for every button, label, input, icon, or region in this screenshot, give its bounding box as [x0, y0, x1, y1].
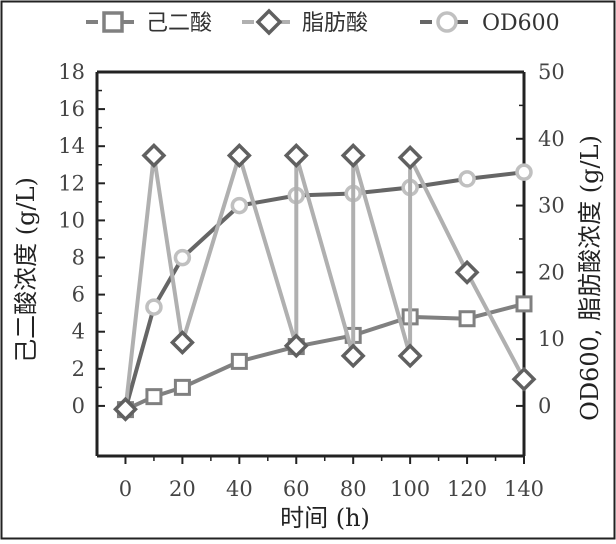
- legend-item-od600: OD600: [420, 11, 560, 36]
- data-point-fatty-acid: [397, 145, 423, 170]
- y-left-tick-label: 10: [58, 208, 85, 232]
- y-left-tick-label: 0: [72, 394, 85, 418]
- data-point-fatty-acid: [112, 396, 138, 422]
- y-left-tick-label: 4: [72, 320, 85, 344]
- y-right-tick-label: 10: [538, 327, 565, 351]
- legend-item-adipic: 己二酸: [86, 11, 212, 36]
- y-right-tick-label: 40: [538, 127, 565, 151]
- y-left-tick-label: 2: [72, 357, 85, 381]
- data-point-od600: [145, 298, 163, 316]
- legend-item-fatty-acid: 脂肪酸: [242, 8, 368, 36]
- x-tick-label: 0: [119, 477, 132, 501]
- data-point-adipic: [145, 388, 163, 406]
- data-point-fatty-acid: [340, 343, 366, 369]
- data-point-fatty-acid: [340, 143, 366, 168]
- x-tick-label: 100: [390, 477, 430, 501]
- y-right-tick-label: 0: [538, 394, 551, 418]
- series-layer: [112, 143, 537, 422]
- x-tick-label: 60: [283, 477, 310, 501]
- data-point-fatty-acid: [283, 143, 309, 168]
- data-point-fatty-acid: [169, 329, 195, 355]
- x-tick-label: 40: [226, 477, 253, 501]
- legend: 己二酸 脂肪酸 OD600: [86, 8, 560, 36]
- legend-marker-od600: [436, 11, 458, 33]
- series-line-fatty-acid: [123, 153, 526, 410]
- data-point-adipic: [515, 295, 533, 313]
- data-point-adipic: [458, 310, 476, 328]
- x-tick-label: 80: [340, 477, 367, 501]
- data-point-od600: [173, 248, 192, 267]
- data-point-adipic: [173, 378, 191, 396]
- y-left-tick-label: 14: [58, 134, 85, 158]
- y-right-axis-title: OD600, 脂肪酸浓度 (g/L): [576, 135, 604, 421]
- data-point-od600: [458, 170, 476, 188]
- legend-label-adipic: 己二酸: [146, 11, 212, 36]
- data-point-od600: [515, 163, 533, 181]
- y-right-tick-label: 20: [538, 260, 565, 284]
- x-axis-title: 时间 (h): [280, 504, 370, 532]
- x-tick-label: 20: [169, 477, 196, 501]
- x-tick-label: 140: [504, 477, 544, 501]
- data-point-fatty-acid: [283, 333, 309, 359]
- series-fatty-acid: [112, 143, 537, 422]
- legend-label-od600: OD600: [482, 11, 560, 36]
- y-left-tick-label: 16: [58, 97, 85, 121]
- data-point-fatty-acid: [226, 143, 252, 168]
- legend-label-fatty-acid: 脂肪酸: [302, 11, 368, 36]
- y-left-tick-label: 8: [72, 246, 85, 270]
- data-point-adipic: [230, 352, 248, 370]
- y-right-tick-label: 50: [538, 60, 565, 84]
- y-left-tick-label: 18: [58, 60, 85, 84]
- y-right-tick-label: 30: [538, 194, 565, 218]
- data-point-fatty-acid: [454, 259, 480, 285]
- axes: 0 20 40 60 80 100 120 140 0 2 4 6 8 10 12 14 16 18 0 10 20 30…: [58, 60, 564, 501]
- data-point-od600: [230, 196, 249, 215]
- y-left-tick-label: 6: [72, 283, 85, 307]
- data-point-fatty-acid: [141, 143, 167, 168]
- legend-marker-adipic: [102, 11, 124, 33]
- data-point-fatty-acid: [397, 343, 423, 369]
- y-left-axis-title: 己二酸浓度 (g/L): [12, 177, 40, 363]
- x-tick-label: 120: [447, 477, 487, 501]
- data-point-fatty-acid: [511, 366, 537, 392]
- legend-marker-fatty-acid: [255, 8, 283, 36]
- y-left-tick-label: 12: [58, 171, 85, 195]
